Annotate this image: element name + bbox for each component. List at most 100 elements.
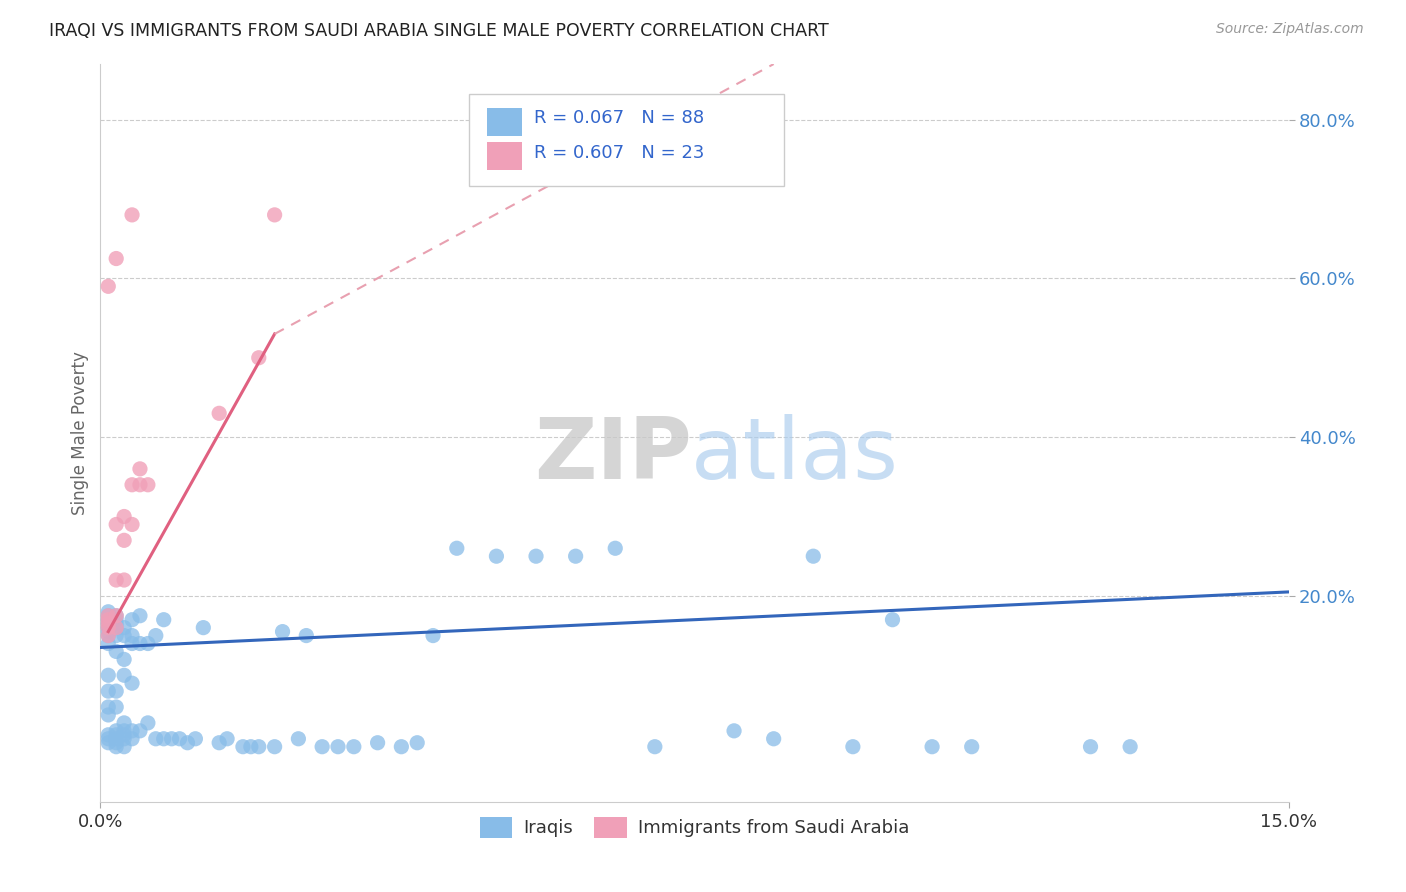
Point	[97, 684, 120, 698]
Point	[97, 279, 120, 293]
Point	[422, 629, 444, 643]
Point	[343, 739, 366, 754]
Point	[105, 684, 128, 698]
Point	[112, 533, 135, 548]
Point	[105, 608, 128, 623]
Point	[247, 351, 270, 365]
Point	[921, 739, 943, 754]
Point	[129, 636, 152, 650]
Point	[723, 723, 745, 738]
Point	[97, 616, 120, 631]
Point	[105, 739, 128, 754]
Point	[105, 736, 128, 750]
Point	[762, 731, 785, 746]
Point	[145, 629, 167, 643]
Point	[485, 549, 508, 564]
Text: R = 0.067   N = 88: R = 0.067 N = 88	[534, 109, 704, 127]
Point	[160, 731, 183, 746]
Point	[97, 613, 120, 627]
Point	[121, 477, 143, 491]
Text: Source: ZipAtlas.com: Source: ZipAtlas.com	[1216, 22, 1364, 37]
Point	[97, 668, 120, 682]
Point	[112, 629, 135, 643]
Point	[129, 477, 152, 491]
Point	[882, 613, 904, 627]
Point	[960, 739, 983, 754]
Point	[247, 739, 270, 754]
Y-axis label: Single Male Poverty: Single Male Poverty	[72, 351, 89, 515]
Point	[129, 462, 152, 476]
Point	[97, 624, 120, 639]
Text: R = 0.607   N = 23: R = 0.607 N = 23	[534, 144, 704, 161]
Point	[105, 629, 128, 643]
Point	[105, 621, 128, 635]
Point	[105, 644, 128, 658]
Point	[105, 700, 128, 714]
Point	[136, 477, 159, 491]
Point	[326, 739, 349, 754]
Point	[121, 636, 143, 650]
Point	[208, 736, 231, 750]
Point	[105, 613, 128, 627]
Point	[184, 731, 207, 746]
Point	[605, 541, 627, 556]
Point	[105, 723, 128, 738]
Point	[232, 739, 254, 754]
Point	[121, 629, 143, 643]
Point	[112, 723, 135, 738]
Point	[112, 621, 135, 635]
Point	[367, 736, 389, 750]
FancyBboxPatch shape	[468, 94, 783, 186]
Point	[169, 731, 191, 746]
Point	[152, 613, 174, 627]
Point	[239, 739, 262, 754]
Point	[105, 252, 128, 266]
Point	[121, 723, 143, 738]
Point	[105, 621, 128, 635]
Point	[97, 616, 120, 631]
Point	[97, 731, 120, 746]
Point	[97, 629, 120, 643]
Point	[97, 629, 120, 643]
Point	[263, 739, 285, 754]
Point	[406, 736, 429, 750]
Point	[129, 723, 152, 738]
Point	[105, 517, 128, 532]
Point	[136, 715, 159, 730]
Point	[112, 731, 135, 746]
Point	[97, 608, 120, 623]
Point	[105, 728, 128, 742]
Point	[295, 629, 318, 643]
Point	[105, 616, 128, 631]
Point	[97, 728, 120, 742]
Point	[97, 613, 120, 627]
Point	[97, 700, 120, 714]
Point	[97, 636, 120, 650]
Point	[136, 636, 159, 650]
FancyBboxPatch shape	[486, 108, 522, 136]
Point	[842, 739, 865, 754]
Point	[105, 608, 128, 623]
Point	[121, 208, 143, 222]
Point	[112, 715, 135, 730]
Point	[97, 621, 120, 635]
Point	[217, 731, 239, 746]
Point	[112, 728, 135, 742]
Point	[193, 621, 215, 635]
Point	[105, 731, 128, 746]
Point	[145, 731, 167, 746]
Legend: Iraqis, Immigrants from Saudi Arabia: Iraqis, Immigrants from Saudi Arabia	[472, 810, 917, 845]
Point	[97, 621, 120, 635]
Point	[129, 608, 152, 623]
Point	[112, 652, 135, 666]
Point	[105, 573, 128, 587]
Point	[287, 731, 309, 746]
Text: atlas: atlas	[690, 414, 898, 497]
Point	[524, 549, 547, 564]
Point	[121, 731, 143, 746]
Point	[208, 406, 231, 420]
Text: IRAQI VS IMMIGRANTS FROM SAUDI ARABIA SINGLE MALE POVERTY CORRELATION CHART: IRAQI VS IMMIGRANTS FROM SAUDI ARABIA SI…	[49, 22, 830, 40]
Point	[97, 605, 120, 619]
Point	[121, 517, 143, 532]
Point	[801, 549, 824, 564]
